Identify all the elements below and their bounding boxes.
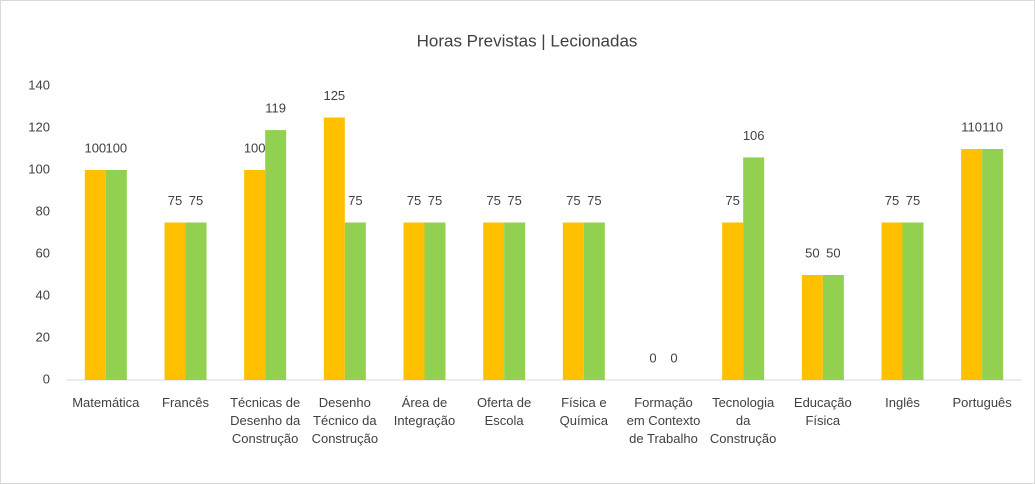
x-tick-label: Inglês — [885, 395, 920, 410]
value-label: 75 — [168, 193, 182, 208]
chart-title: Horas Previstas | Lecionadas — [417, 31, 638, 50]
value-label: 75 — [407, 193, 421, 208]
bar — [323, 117, 345, 380]
value-label: 125 — [323, 88, 345, 103]
value-label: 75 — [566, 193, 580, 208]
x-tick-label: Português — [952, 395, 1012, 410]
x-tick-label: Área de Integração — [393, 395, 456, 428]
bar — [881, 222, 903, 380]
value-label: 110 — [961, 119, 982, 134]
value-label: 75 — [507, 193, 521, 208]
x-tick-label: Técnicas de Desenho da Construção — [230, 395, 301, 446]
bar — [743, 157, 765, 380]
x-tick-label: Física e Química — [559, 395, 609, 428]
x-tick-label: Educação Física — [793, 395, 852, 428]
bar — [722, 222, 744, 380]
bar — [403, 222, 425, 380]
value-label: 119 — [265, 101, 286, 116]
value-label: 75 — [587, 193, 601, 208]
x-tick-label: Desenho Técnico da Construção — [311, 395, 379, 446]
bar — [344, 222, 366, 380]
value-label: 110 — [982, 119, 1003, 134]
bar — [961, 149, 983, 380]
value-label: 50 — [826, 245, 840, 260]
bar — [822, 275, 844, 380]
y-tick-label: 140 — [28, 77, 50, 92]
bar — [504, 222, 526, 380]
x-tick-label: Tecnologia da Construção — [709, 395, 777, 446]
bar — [84, 170, 106, 380]
y-tick-label: 0 — [43, 371, 50, 386]
bar — [562, 222, 584, 380]
value-label: 106 — [743, 128, 765, 143]
bar — [902, 222, 924, 380]
y-tick-label: 80 — [36, 203, 50, 218]
value-label: 50 — [805, 245, 819, 260]
x-tick-label: Francês — [162, 395, 209, 410]
value-label: 75 — [885, 193, 899, 208]
value-label: 0 — [670, 350, 677, 365]
y-tick-label: 120 — [28, 119, 50, 134]
bar — [244, 170, 266, 380]
bar — [185, 222, 207, 380]
bar — [801, 275, 823, 380]
bar — [105, 170, 127, 380]
y-tick-label: 20 — [36, 329, 50, 344]
x-tick-label: Formação em Contexto de Trabalho — [626, 395, 701, 446]
value-label: 75 — [428, 193, 442, 208]
y-tick-label: 60 — [36, 245, 50, 260]
value-label: 75 — [348, 193, 362, 208]
value-label: 0 — [649, 350, 656, 365]
bar — [583, 222, 605, 380]
value-label: 75 — [189, 193, 203, 208]
y-tick-label: 100 — [28, 161, 50, 176]
bar — [982, 149, 1004, 380]
value-label: 100 — [105, 140, 127, 155]
bar — [164, 222, 186, 380]
value-label: 75 — [725, 193, 739, 208]
x-tick-label: Matemática — [72, 395, 140, 410]
x-tick-label: Oferta de Escola — [477, 395, 532, 428]
value-label: 75 — [486, 193, 500, 208]
bar — [483, 222, 505, 380]
y-tick-label: 40 — [36, 287, 50, 302]
bar — [424, 222, 446, 380]
value-label: 75 — [906, 193, 920, 208]
bar — [265, 130, 287, 380]
value-label: 100 — [244, 140, 266, 155]
value-label: 100 — [84, 140, 106, 155]
